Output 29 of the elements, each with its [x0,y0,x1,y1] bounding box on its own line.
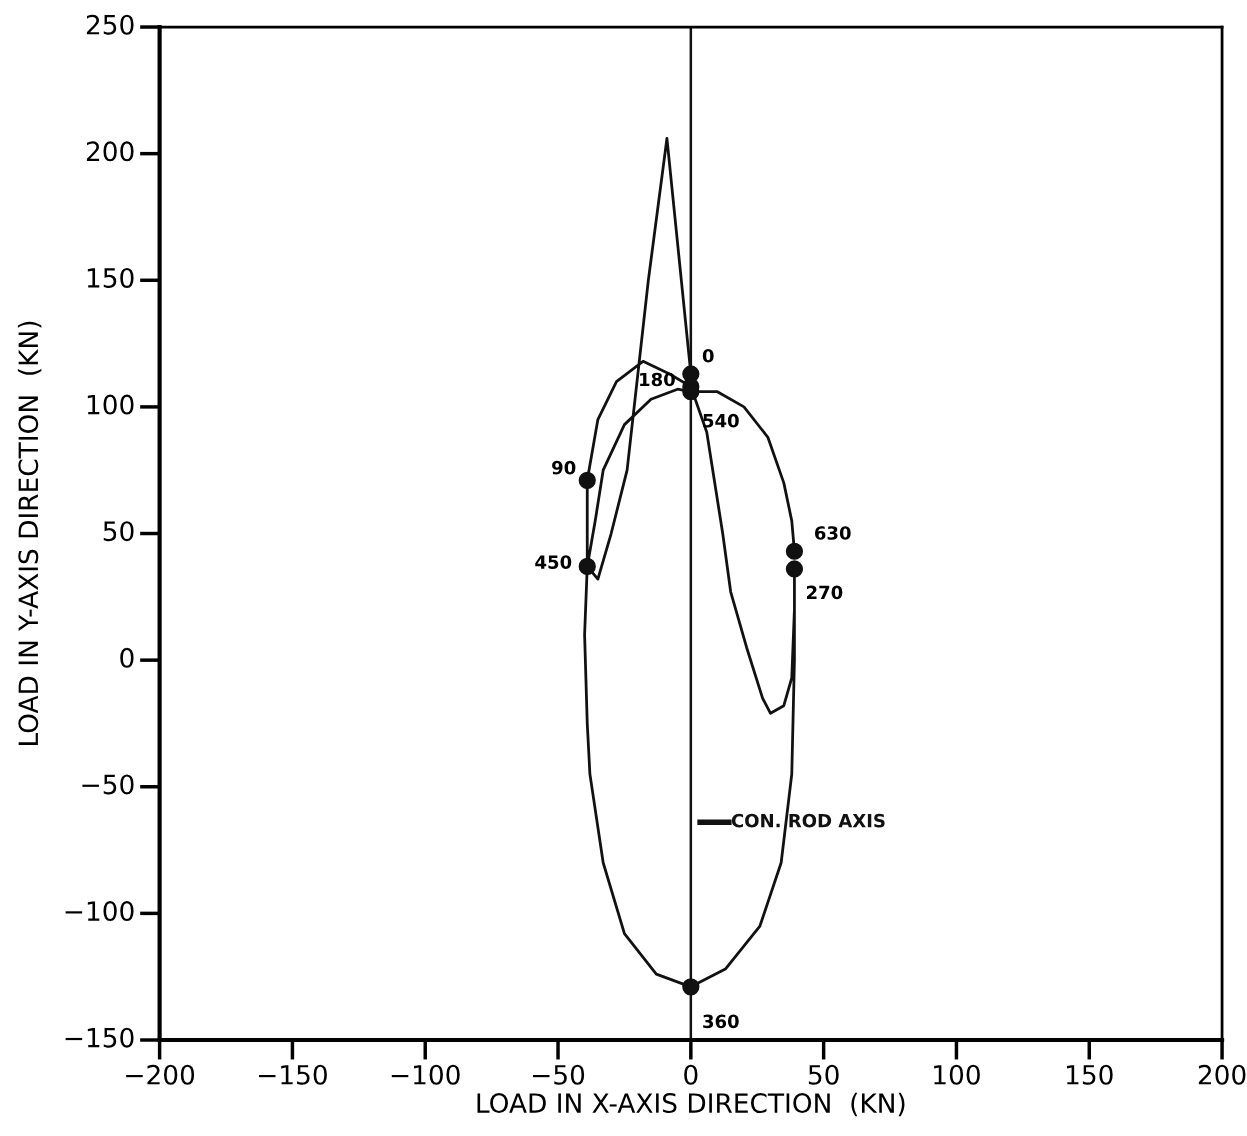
x-tick-label: −100 [391,1064,460,1085]
annotation: 90 [552,460,576,475]
y-tick-label: 100 [87,394,134,415]
annotation: 630 [814,526,851,540]
y-tick-label: 150 [87,267,134,288]
annotation: 0 [702,348,714,363]
x-tick-label: −150 [258,1064,327,1085]
annotation: 540 [703,413,739,428]
ref-line-label: CON. ROD AXIS [731,813,885,828]
y-tick-label: −100 [65,901,134,922]
y-tick-label: 250 [86,14,134,35]
x-tick-label: −200 [126,1064,195,1085]
x-tick-label: 50 [808,1064,839,1085]
annotation: 450 [535,555,572,569]
x-axis-title: LOAD IN X-AXIS DIRECTION (KN) [477,1092,905,1117]
y-tick-label: 200 [86,141,134,162]
x-tick-label: 0 [684,1064,698,1085]
x-tick-label: −50 [532,1064,585,1085]
x-tick-label: 100 [934,1064,980,1085]
y-tick-label: −150 [65,1027,134,1048]
x-tick-label: 200 [1198,1064,1246,1085]
y-tick-label: 0 [120,647,134,668]
y-axis-title: LOAD IN Y-AXIS DIRECTION (KN) [17,321,42,745]
y-tick-label: −50 [82,774,134,795]
annotation: 180 [640,372,675,387]
y-tick-label: 50 [103,521,134,542]
annotation: 360 [703,1014,739,1029]
x-tick-label: 150 [1066,1064,1113,1085]
annotation: 270 [806,585,843,600]
